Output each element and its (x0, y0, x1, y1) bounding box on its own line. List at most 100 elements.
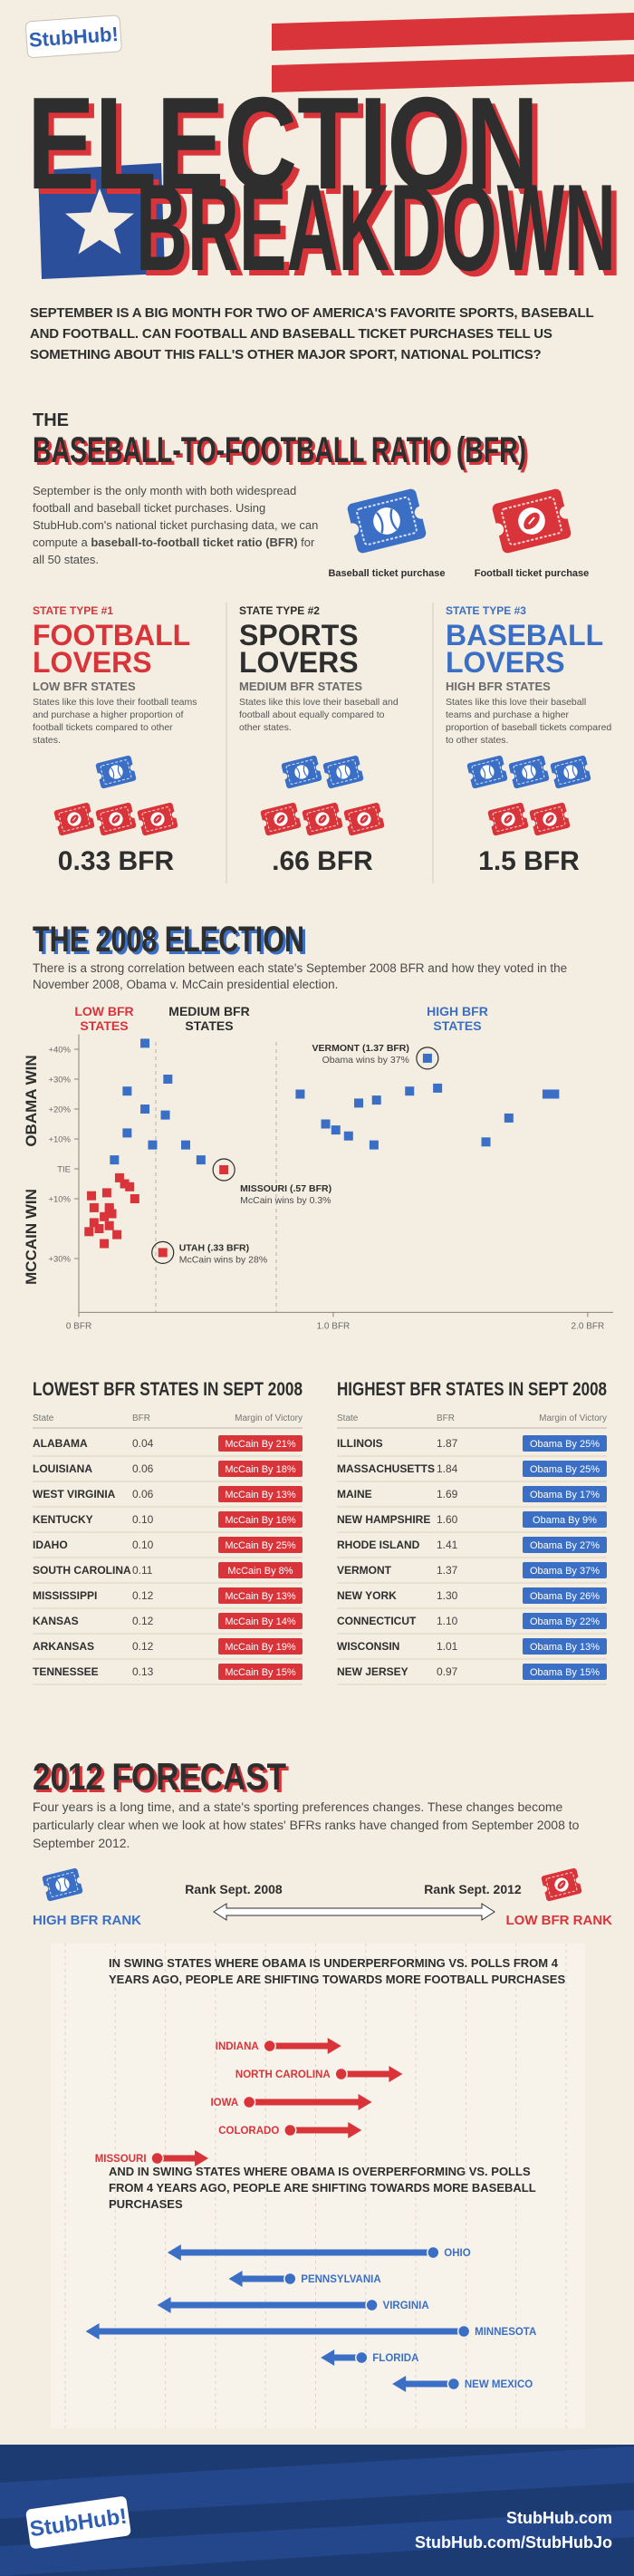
cell-bfr: 0.11 (132, 1564, 153, 1577)
point (405, 1086, 415, 1096)
section-title: BASEBALL-TO-FOOTBALL RATIO (BFR) (33, 430, 526, 470)
margin-badge (523, 1638, 607, 1655)
point (130, 1194, 139, 1203)
football-ticket-icon (94, 802, 138, 836)
margin-badge (218, 1638, 303, 1655)
point (114, 1172, 124, 1182)
baseball-ticket-icon (41, 1867, 84, 1902)
cell-state: LOUISIANA (33, 1462, 92, 1475)
football-lace (278, 816, 283, 821)
cell-bfr: 1.01 (437, 1640, 458, 1653)
ticket-notch (280, 773, 288, 780)
logo-badge (25, 2496, 131, 2549)
region-label: MEDIUM BFR STATES (168, 1004, 250, 1033)
rank-2012-head (348, 2122, 362, 2138)
football-lace (72, 816, 76, 821)
highlight-ring (212, 1158, 235, 1182)
annotation-title: MISSOURI (.57 BFR) (240, 1183, 331, 1194)
rank-2012-head (228, 2271, 243, 2287)
ticket-notch (414, 506, 427, 519)
cell-bfr: 0.97 (437, 1665, 458, 1678)
cell-bfr: 0.06 (132, 1488, 154, 1500)
flag-stripe (272, 54, 634, 92)
cell-state: TENNESSEE (33, 1665, 99, 1678)
cell-state: ILLINOIS (337, 1437, 383, 1450)
cell-bfr: 1.69 (437, 1488, 458, 1500)
point (94, 1224, 104, 1233)
point (331, 1125, 341, 1135)
point (158, 1248, 168, 1258)
highlight-ring (416, 1047, 439, 1070)
ticket-perforation (58, 806, 91, 832)
cell-bfr: 1.60 (437, 1513, 458, 1526)
region-label: HIGH BFR STATES (427, 1004, 488, 1033)
cell-margin: Obama By 15% (530, 1667, 600, 1678)
type-name: LOVERS (239, 646, 359, 679)
ticket-notch (528, 820, 536, 827)
cell-state: KANSAS (33, 1615, 79, 1627)
cell-margin: McCain By 21% (225, 1439, 295, 1450)
margin-badge (523, 1537, 607, 1553)
footer-stripe (0, 2446, 634, 2519)
ticket-notch (88, 811, 96, 818)
y-tick-label: +10% (48, 1135, 71, 1145)
y-axis-label: MCCAIN WIN (23, 1189, 40, 1285)
ball-stitch (488, 765, 494, 777)
point (84, 1227, 94, 1237)
football-ticket-icon (540, 1867, 583, 1902)
y-tick-label: +10% (48, 1195, 71, 1205)
cell-state: WISCONSIN (337, 1640, 399, 1653)
annotation-title: VERMONT (1.37 BFR) (312, 1043, 409, 1054)
cell-bfr: 0.10 (132, 1513, 154, 1526)
state-label: FLORIDA (372, 2353, 418, 2364)
cell-margin: McCain By 13% (225, 1591, 295, 1602)
football-ticket-icon (259, 802, 303, 836)
point (89, 1202, 99, 1212)
ticket-perforation (554, 759, 587, 785)
x-tick-label: 2.0 BFR (572, 1321, 605, 1331)
point (542, 1089, 552, 1099)
margin-badge (218, 1562, 303, 1578)
rank-2008-dot (456, 2324, 471, 2339)
cell-state: NEW YORK (337, 1589, 397, 1602)
cell-bfr: 0.04 (132, 1437, 154, 1450)
baseball-ticket-icon (322, 755, 365, 789)
point (100, 1211, 110, 1221)
cell-state: ARKANSAS (33, 1640, 94, 1653)
ticket-perforation (356, 497, 418, 545)
baseball-ticket-icon (346, 488, 427, 554)
cell-state: CONNECTICUT (337, 1615, 417, 1627)
cell-margin: McCain By 25% (225, 1540, 295, 1551)
rank-2012-head (327, 2038, 341, 2054)
baseball-ticket-icon (466, 755, 509, 789)
rank-2008-dot (242, 2095, 256, 2109)
type-text: States like this love their baseball tea… (446, 697, 612, 746)
cell-margin: McCain By 8% (227, 1566, 293, 1577)
type-ratio: 1.5 BFR (478, 846, 580, 876)
rank-direction-arrow (213, 1903, 495, 1921)
state-label: IOWA (210, 2098, 238, 2108)
football-ticket-icon (136, 802, 179, 836)
cell-state: WEST VIRGINIA (33, 1488, 116, 1500)
ball-stitch (295, 767, 301, 779)
point (504, 1113, 514, 1123)
intro: SEPTEMBER IS A BIG MONTH FOR TWO OF AMER… (30, 305, 594, 362)
rank-label: Rank Sept. 2008 (185, 1882, 283, 1896)
margin-badge (523, 1435, 607, 1452)
ball (480, 765, 495, 779)
point (140, 1038, 150, 1048)
footer-link: StubHub.com (506, 2509, 612, 2527)
football-lace (361, 816, 366, 821)
margin-badge (218, 1461, 303, 1477)
point (110, 1155, 120, 1165)
baseball-ticket-icon (94, 755, 138, 789)
section-title-shadow: 2012 FORECAST (35, 1758, 289, 1800)
cell-state: VERMONT (337, 1564, 392, 1577)
ticket-perforation (100, 759, 132, 785)
point (87, 1191, 97, 1201)
ticket-perforation (46, 1872, 79, 1897)
cell-margin: McCain By 19% (225, 1642, 295, 1653)
ball-stitch (117, 765, 122, 777)
type-kicker: STATE TYPE #3 (446, 604, 526, 617)
